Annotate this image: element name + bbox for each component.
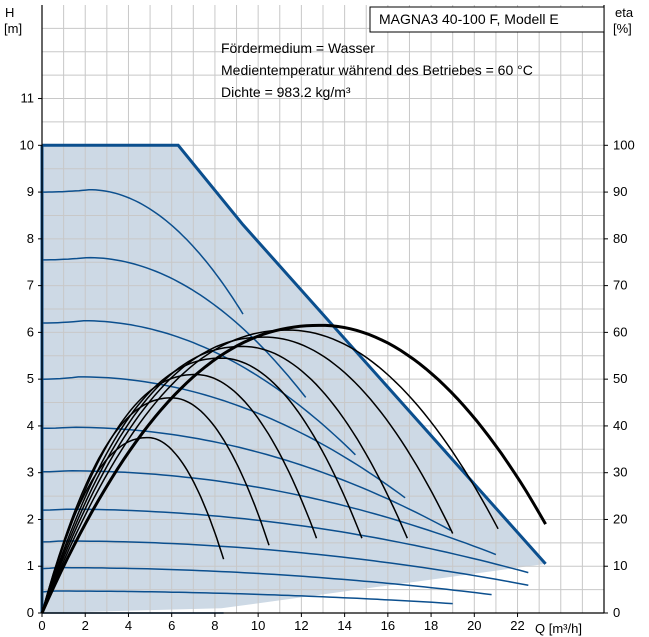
x-tick-label: 20 bbox=[467, 618, 481, 633]
annotation-density: Dichte = 983.2 kg/m³ bbox=[221, 84, 351, 100]
head-curve bbox=[42, 189, 244, 315]
head-curve bbox=[41, 376, 406, 499]
y-right-tick-label: 30 bbox=[613, 465, 627, 480]
y-left-tick-label: 4 bbox=[27, 418, 34, 433]
chart-title: MAGNA3 40-100 F, Modell E bbox=[379, 11, 559, 27]
y-right-tick-label: 40 bbox=[613, 418, 627, 433]
y-left-tick-label: 9 bbox=[27, 184, 34, 199]
y-left-tick-label: 3 bbox=[27, 465, 34, 480]
x-tick-label: 14 bbox=[337, 618, 351, 633]
head-curve bbox=[42, 319, 356, 456]
y-right-label-symbol: eta bbox=[615, 5, 634, 20]
y-right-tick-label: 10 bbox=[613, 558, 627, 573]
y-right-tick-label: 60 bbox=[613, 324, 627, 339]
head-curve bbox=[41, 508, 529, 574]
y-left-tick-label: 8 bbox=[27, 231, 34, 246]
y-left-tick-label: 1 bbox=[27, 558, 34, 573]
x-tick-label: 4 bbox=[125, 618, 132, 633]
x-tick-label: 22 bbox=[510, 618, 524, 633]
efficiency-curve bbox=[40, 323, 547, 614]
head-curve bbox=[41, 426, 451, 531]
axes-layer: 0 2 4 6 8 10 12 14 16 18 20 22012345678910110102030… bbox=[20, 5, 635, 633]
x-tick-label: 12 bbox=[294, 618, 308, 633]
head-curve bbox=[41, 590, 453, 605]
head-curve bbox=[42, 256, 307, 398]
x-tick-label: 16 bbox=[381, 618, 395, 633]
title-box bbox=[369, 6, 605, 33]
head-curve bbox=[41, 540, 529, 586]
y-left-label-unit: [m] bbox=[4, 21, 22, 36]
y-right-label-unit: [%] bbox=[613, 21, 632, 36]
grid-layer bbox=[42, 5, 604, 613]
y-left-tick-label: 10 bbox=[20, 137, 34, 152]
efficiency-curve bbox=[41, 397, 270, 614]
y-left-tick-label: 6 bbox=[27, 324, 34, 339]
x-tick-label: 8 bbox=[211, 618, 218, 633]
y-right-tick-label: 20 bbox=[613, 511, 627, 526]
efficiency-curve bbox=[41, 345, 408, 614]
y-left-label-symbol: H bbox=[5, 5, 14, 20]
head-curve bbox=[41, 470, 497, 556]
x-tick-label: 6 bbox=[168, 618, 175, 633]
max-curve bbox=[42, 143, 547, 565]
efficiency-curve bbox=[41, 336, 454, 614]
y-right-tick-label: 70 bbox=[613, 278, 627, 293]
x-tick-label: 18 bbox=[424, 618, 438, 633]
head-curve bbox=[41, 566, 492, 596]
y-left-tick-label: 2 bbox=[27, 511, 34, 526]
x-axis-label: Q [m³/h] bbox=[535, 621, 582, 636]
y-right-tick-label: 80 bbox=[613, 231, 627, 246]
annotation-medium: Fördermedium = Wasser bbox=[221, 40, 375, 56]
efficiency-curve bbox=[41, 357, 363, 614]
y-right-tick-label: 0 bbox=[613, 605, 620, 620]
annotation-temperature: Medientemperatur während des Betriebes =… bbox=[221, 62, 533, 78]
efficiency-curves-layer bbox=[40, 323, 547, 614]
y-left-tick-label: 7 bbox=[27, 278, 34, 293]
y-right-tick-label: 50 bbox=[613, 371, 627, 386]
y-left-tick-label: 5 bbox=[27, 371, 34, 386]
y-left-tick-label: 0 bbox=[27, 605, 34, 620]
x-tick-label: 2 bbox=[82, 618, 89, 633]
y-right-tick-label: 90 bbox=[613, 184, 627, 199]
x-tick-label: 0 bbox=[38, 618, 45, 633]
y-right-tick-label: 100 bbox=[613, 137, 635, 152]
x-tick-label: 10 bbox=[251, 618, 265, 633]
head-curves-layer bbox=[41, 189, 529, 614]
y-left-tick-label: 11 bbox=[21, 91, 35, 106]
